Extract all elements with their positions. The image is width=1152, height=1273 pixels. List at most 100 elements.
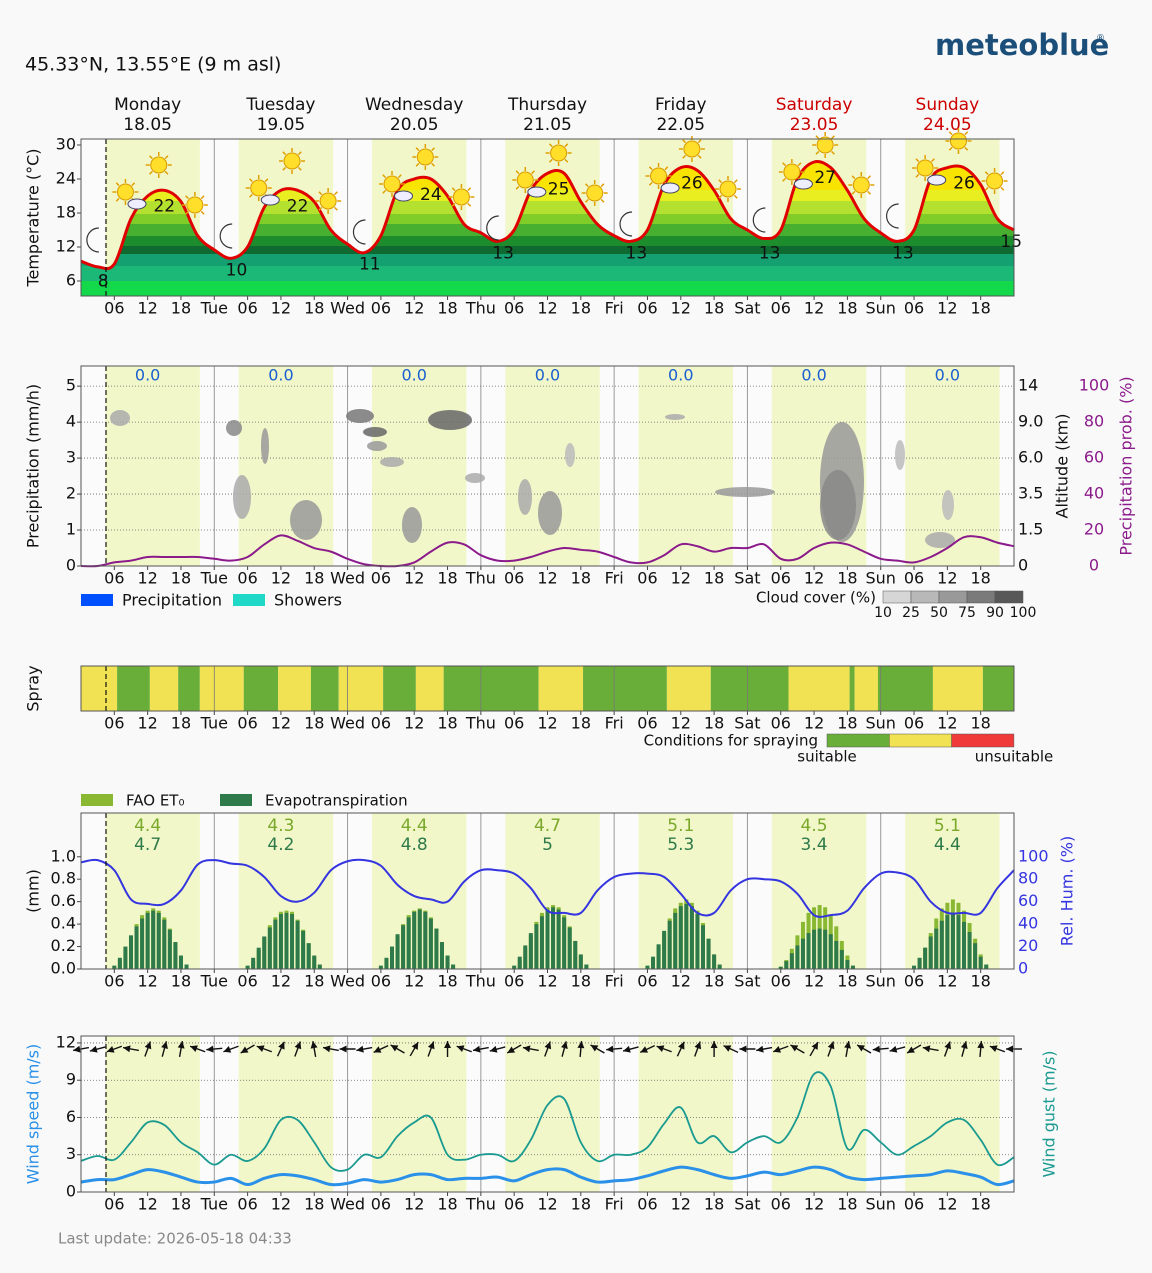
evapotranspiration-bar [312, 955, 317, 969]
evapotranspiration-bar [928, 936, 933, 969]
evapotranspiration-bar [539, 916, 544, 969]
wind-arrow-head [694, 1041, 702, 1050]
daylight-band [905, 366, 1000, 566]
x-tick-label: 06 [237, 972, 257, 991]
wind-arrow-head [390, 1045, 399, 1052]
spray-segment [877, 666, 933, 711]
wind-arrow-head [472, 1045, 481, 1053]
evapotranspiration-bar [695, 914, 700, 969]
wind-arrow-head [373, 1046, 382, 1053]
sun-ray [851, 190, 856, 195]
evapotranspiration-bar [973, 943, 978, 969]
spray-segment [383, 666, 416, 711]
temperature-extreme: 13 [492, 243, 514, 263]
evapotranspiration-bar [378, 965, 383, 969]
cloud-area [367, 441, 387, 451]
evapotranspiration-bar [123, 946, 128, 969]
temperature-extreme: 11 [359, 255, 381, 275]
temperature-extreme: 24 [420, 185, 442, 205]
x-tick-label: 12 [271, 569, 291, 588]
sun-ray [164, 155, 169, 160]
sun-ray [564, 158, 569, 163]
evapotranspiration-bar [434, 928, 439, 969]
x-tick-label: 12 [671, 569, 691, 588]
x-tick-label: 06 [371, 1195, 391, 1214]
x-tick-label: 12 [804, 299, 824, 318]
x-tick-label: 06 [904, 714, 924, 733]
wind-arrow-head [356, 1045, 364, 1053]
sun-ray [149, 170, 153, 175]
evapotranspiration-bar [800, 938, 805, 969]
cloud-area [820, 470, 856, 540]
y-tick-label: 6 [66, 1107, 76, 1126]
x-tick-label: 12 [804, 569, 824, 588]
evapotranspiration-bar [828, 934, 833, 969]
daily-sum: 4.7 [534, 816, 561, 836]
plot-frame [80, 138, 1015, 297]
wind-arrow [606, 1045, 623, 1053]
last-update: Last update: 2026-05-18 04:33 [58, 1230, 292, 1248]
wind-arrow-head [339, 1045, 347, 1053]
day-date: 21.05 [523, 115, 572, 135]
sun-icon [383, 175, 401, 193]
wind-arrow-head [590, 1045, 599, 1052]
sun-ray [515, 185, 520, 190]
humidity-tick-label: 40 [1018, 914, 1038, 933]
x-tick-label: 12 [804, 714, 824, 733]
x-tick-label: 06 [504, 1195, 524, 1214]
wind-arrow [144, 1041, 152, 1057]
wind-arrow [456, 1045, 472, 1053]
altitude-tick-label: 0 [1018, 556, 1028, 575]
wind-arrow [390, 1044, 405, 1054]
wind-arrow [276, 1041, 285, 1057]
x-tick-label: 12 [804, 972, 824, 991]
wind-arrow-head [89, 1045, 98, 1053]
cloud-icon [127, 198, 147, 210]
sun-icon [783, 163, 801, 181]
daily-sum: 4.4 [134, 816, 161, 836]
x-tick-label: 18 [704, 1195, 724, 1214]
wind-arrow [427, 1041, 435, 1057]
spray-segment [583, 666, 667, 711]
wind-arrow [739, 1045, 756, 1053]
wind-arrow-head [922, 1045, 931, 1053]
wind-arrow [444, 1041, 452, 1057]
probability-tick-label: 20 [1084, 520, 1104, 539]
wind-arrow-head [640, 1046, 649, 1053]
x-tick-label: 18 [704, 714, 724, 733]
sun-ray [867, 190, 871, 195]
daily-sum: 4.4 [401, 816, 428, 836]
x-tick-label: 12 [537, 569, 557, 588]
temperature-extreme: 15 [1000, 232, 1022, 252]
sun-ray [948, 131, 953, 136]
x-tick-label: 12 [671, 1195, 691, 1214]
cloud-area [110, 410, 130, 426]
wind-arrow-head [656, 1045, 665, 1052]
spray-legend-title: Conditions for spraying [644, 732, 818, 750]
wind-arrow-head [944, 1041, 951, 1050]
cloud-area [895, 440, 905, 470]
x-tick-label: 18 [571, 972, 591, 991]
x-tick-label: 18 [970, 299, 990, 318]
sun-icon [852, 176, 870, 194]
cloud-legend-label: 75 [958, 605, 976, 621]
evapotranspiration-bar [667, 920, 672, 969]
x-tick-label: Sat [734, 714, 760, 733]
sun-ray [664, 166, 669, 171]
x-tick-label: 06 [371, 714, 391, 733]
x-tick-label: Tue [200, 1195, 228, 1214]
sun-ray [185, 210, 190, 215]
wind-arrow-head [294, 1041, 302, 1050]
day-date: 18.05 [123, 115, 172, 135]
evapotranspiration-bar [512, 965, 517, 969]
spray-segment [149, 666, 179, 711]
evapotranspiration-bar [584, 964, 589, 969]
moon-icon [352, 219, 366, 245]
temperature-extreme: 13 [626, 243, 648, 263]
sun-ray [648, 166, 653, 171]
wind-arrow [161, 1041, 168, 1057]
x-tick-label: 18 [304, 299, 324, 318]
x-tick-label: 06 [904, 299, 924, 318]
wind-arrow-head [872, 1045, 881, 1053]
x-tick-label: 06 [237, 299, 257, 318]
